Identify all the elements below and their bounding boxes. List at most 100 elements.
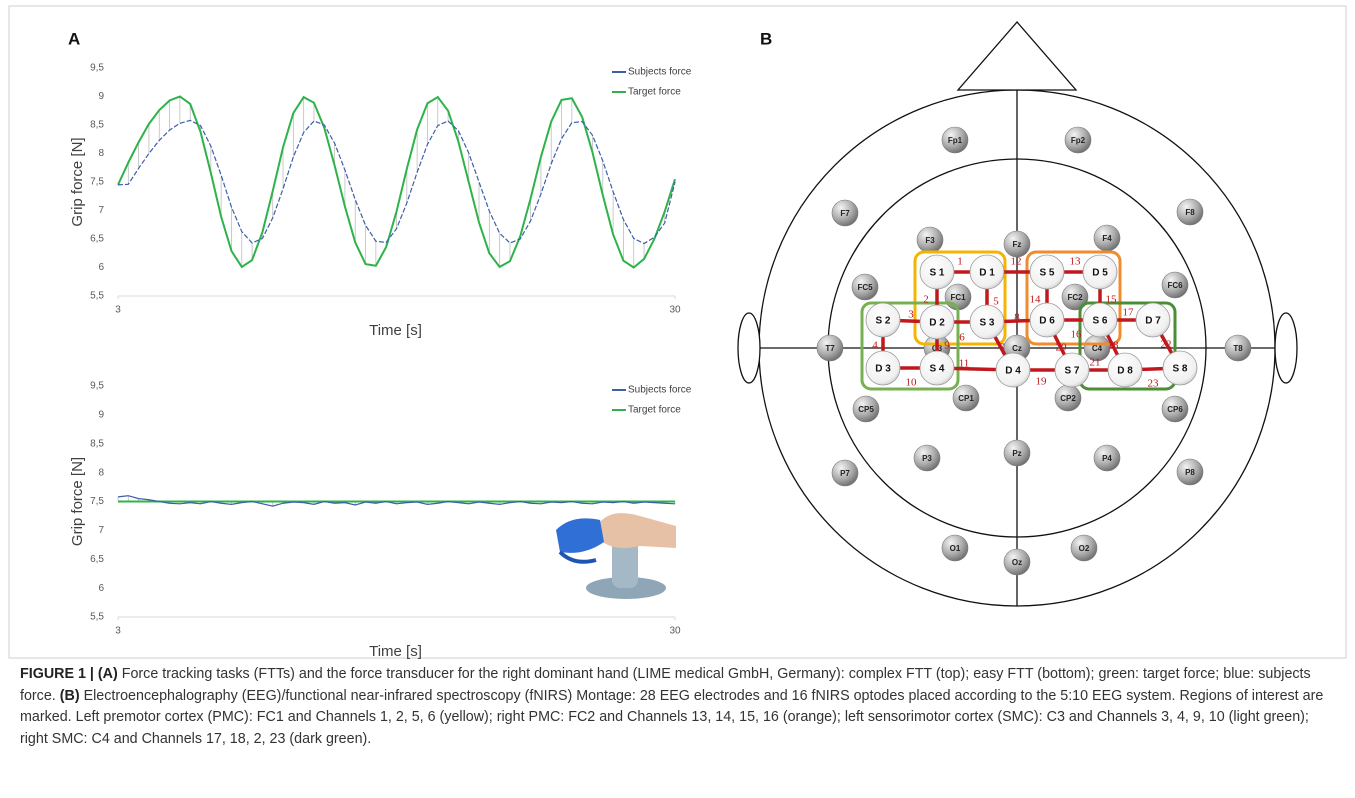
series-line bbox=[117, 119, 676, 245]
y-tick-label: 9,5 bbox=[90, 63, 104, 74]
y-tick-label: 7,5 bbox=[90, 177, 104, 188]
channel-number: 20 bbox=[1056, 342, 1068, 354]
channel-number: 4 bbox=[872, 340, 878, 352]
electrode-label: O2 bbox=[1079, 544, 1090, 553]
fnirs-optode bbox=[969, 254, 1005, 290]
fnirs-optode bbox=[865, 350, 901, 386]
optode-label: S 7 bbox=[1064, 366, 1079, 377]
eeg-electrode bbox=[831, 459, 859, 487]
electrode-label: CP1 bbox=[958, 394, 974, 403]
optode-label: D 3 bbox=[875, 364, 891, 375]
optode-label: S 8 bbox=[1172, 364, 1187, 375]
electrode-label: F4 bbox=[1102, 234, 1112, 243]
caption-run: (A) bbox=[97, 666, 118, 682]
transducer-photo bbox=[556, 513, 676, 599]
fnirs-optode bbox=[995, 352, 1031, 388]
y-tick-label: 5,5 bbox=[90, 291, 104, 302]
eeg-electrode bbox=[1064, 126, 1092, 154]
optode-label: S 2 bbox=[875, 316, 890, 327]
y-tick-label: 9,5 bbox=[90, 381, 104, 392]
fnirs-optode bbox=[1107, 352, 1143, 388]
fnirs-optode bbox=[1135, 302, 1171, 338]
legend-label: Subjects force bbox=[628, 67, 692, 78]
roi-box bbox=[1078, 301, 1177, 391]
electrode-label: Fp2 bbox=[1071, 136, 1086, 145]
y-tick-label: 6 bbox=[98, 262, 104, 273]
eeg-electrode bbox=[1161, 271, 1189, 299]
y-tick-label: 7 bbox=[98, 525, 104, 536]
eeg-electrode bbox=[1003, 230, 1031, 258]
optode-label: D 6 bbox=[1039, 316, 1055, 327]
electrode-label: Pz bbox=[1012, 449, 1021, 458]
fnirs-optode bbox=[919, 254, 955, 290]
y-tick-label: 6 bbox=[98, 583, 104, 594]
panel-label: A bbox=[68, 29, 80, 48]
eeg-electrode bbox=[913, 444, 941, 472]
channel-number: 18 bbox=[1108, 340, 1120, 352]
y-tick-label: 8,5 bbox=[90, 438, 104, 449]
eeg-electrode bbox=[1070, 534, 1098, 562]
optode-label: D 2 bbox=[929, 318, 945, 329]
electrode-label: CP6 bbox=[1167, 405, 1183, 414]
eeg-electrode bbox=[1176, 458, 1204, 486]
channel-number: 16 bbox=[1071, 329, 1083, 341]
eeg-electrode bbox=[941, 126, 969, 154]
eeg-electrode bbox=[852, 395, 880, 423]
panel-label: B bbox=[760, 29, 772, 48]
channel-number: 21 bbox=[1090, 357, 1101, 369]
series-line bbox=[117, 95, 676, 269]
channel-number: 9 bbox=[944, 340, 950, 352]
channel-number: 12 bbox=[1011, 256, 1022, 268]
roi-box bbox=[860, 301, 960, 391]
roi-box bbox=[1025, 250, 1122, 346]
electrode-label: P8 bbox=[1185, 468, 1195, 477]
optode-label: S 6 bbox=[1092, 316, 1107, 327]
optode-label: S 5 bbox=[1039, 268, 1054, 279]
x-tick-label: 30 bbox=[669, 305, 681, 316]
eeg-electrode bbox=[1003, 439, 1031, 467]
electrode-label: P3 bbox=[922, 454, 932, 463]
eeg-electrode bbox=[1061, 283, 1089, 311]
electrode-label: F3 bbox=[925, 236, 935, 245]
fnirs-optode bbox=[969, 304, 1005, 340]
x-tick-label: 3 bbox=[115, 626, 121, 637]
caption-run: (B) bbox=[59, 687, 80, 704]
channel-number: 1 bbox=[957, 256, 963, 268]
electrode-label: FC5 bbox=[857, 283, 873, 292]
caption-run: Force tracking tasks (FTTs) and the forc… bbox=[20, 666, 1315, 704]
x-axis-label: Time [s] bbox=[369, 643, 422, 660]
optode-label: D 5 bbox=[1092, 268, 1108, 279]
eeg-electrode bbox=[1176, 198, 1204, 226]
channel-number: 10 bbox=[906, 377, 918, 389]
electrode-label: Fz bbox=[1013, 240, 1022, 249]
y-tick-label: 6,5 bbox=[90, 234, 104, 245]
fnirs-optode bbox=[1082, 302, 1118, 338]
legend-label: Target force bbox=[628, 405, 681, 416]
electrode-label: F8 bbox=[1185, 208, 1195, 217]
y-axis-label: Grip force [N] bbox=[69, 137, 86, 226]
channel-number: 7 bbox=[999, 342, 1005, 354]
channel-number: 15 bbox=[1106, 294, 1118, 306]
eeg-electrode bbox=[816, 334, 844, 362]
optode-label: D 4 bbox=[1005, 366, 1021, 377]
electrode-label: FC1 bbox=[950, 293, 966, 302]
fnirs-optode bbox=[1029, 302, 1065, 338]
electrode-label: FC2 bbox=[1067, 293, 1083, 302]
electrode-label: T7 bbox=[825, 344, 835, 353]
electrode-label: FC6 bbox=[1167, 281, 1183, 290]
channel-number: 14 bbox=[1030, 294, 1042, 306]
eeg-electrode bbox=[952, 384, 980, 412]
electrode-label: T8 bbox=[1233, 344, 1243, 353]
optode-label: S 1 bbox=[929, 268, 944, 279]
legend-label: Target force bbox=[628, 87, 681, 98]
channel-number: 2 bbox=[923, 294, 929, 306]
y-tick-label: 7,5 bbox=[90, 496, 104, 507]
channel-number: 13 bbox=[1070, 256, 1082, 268]
y-tick-label: 7 bbox=[98, 205, 104, 216]
electrode-label: CP2 bbox=[1060, 394, 1076, 403]
channel-number: 8 bbox=[1014, 312, 1020, 324]
electrode-label: C4 bbox=[1092, 344, 1103, 353]
electrode-label: Oz bbox=[1012, 558, 1022, 567]
y-tick-label: 9 bbox=[98, 91, 104, 102]
